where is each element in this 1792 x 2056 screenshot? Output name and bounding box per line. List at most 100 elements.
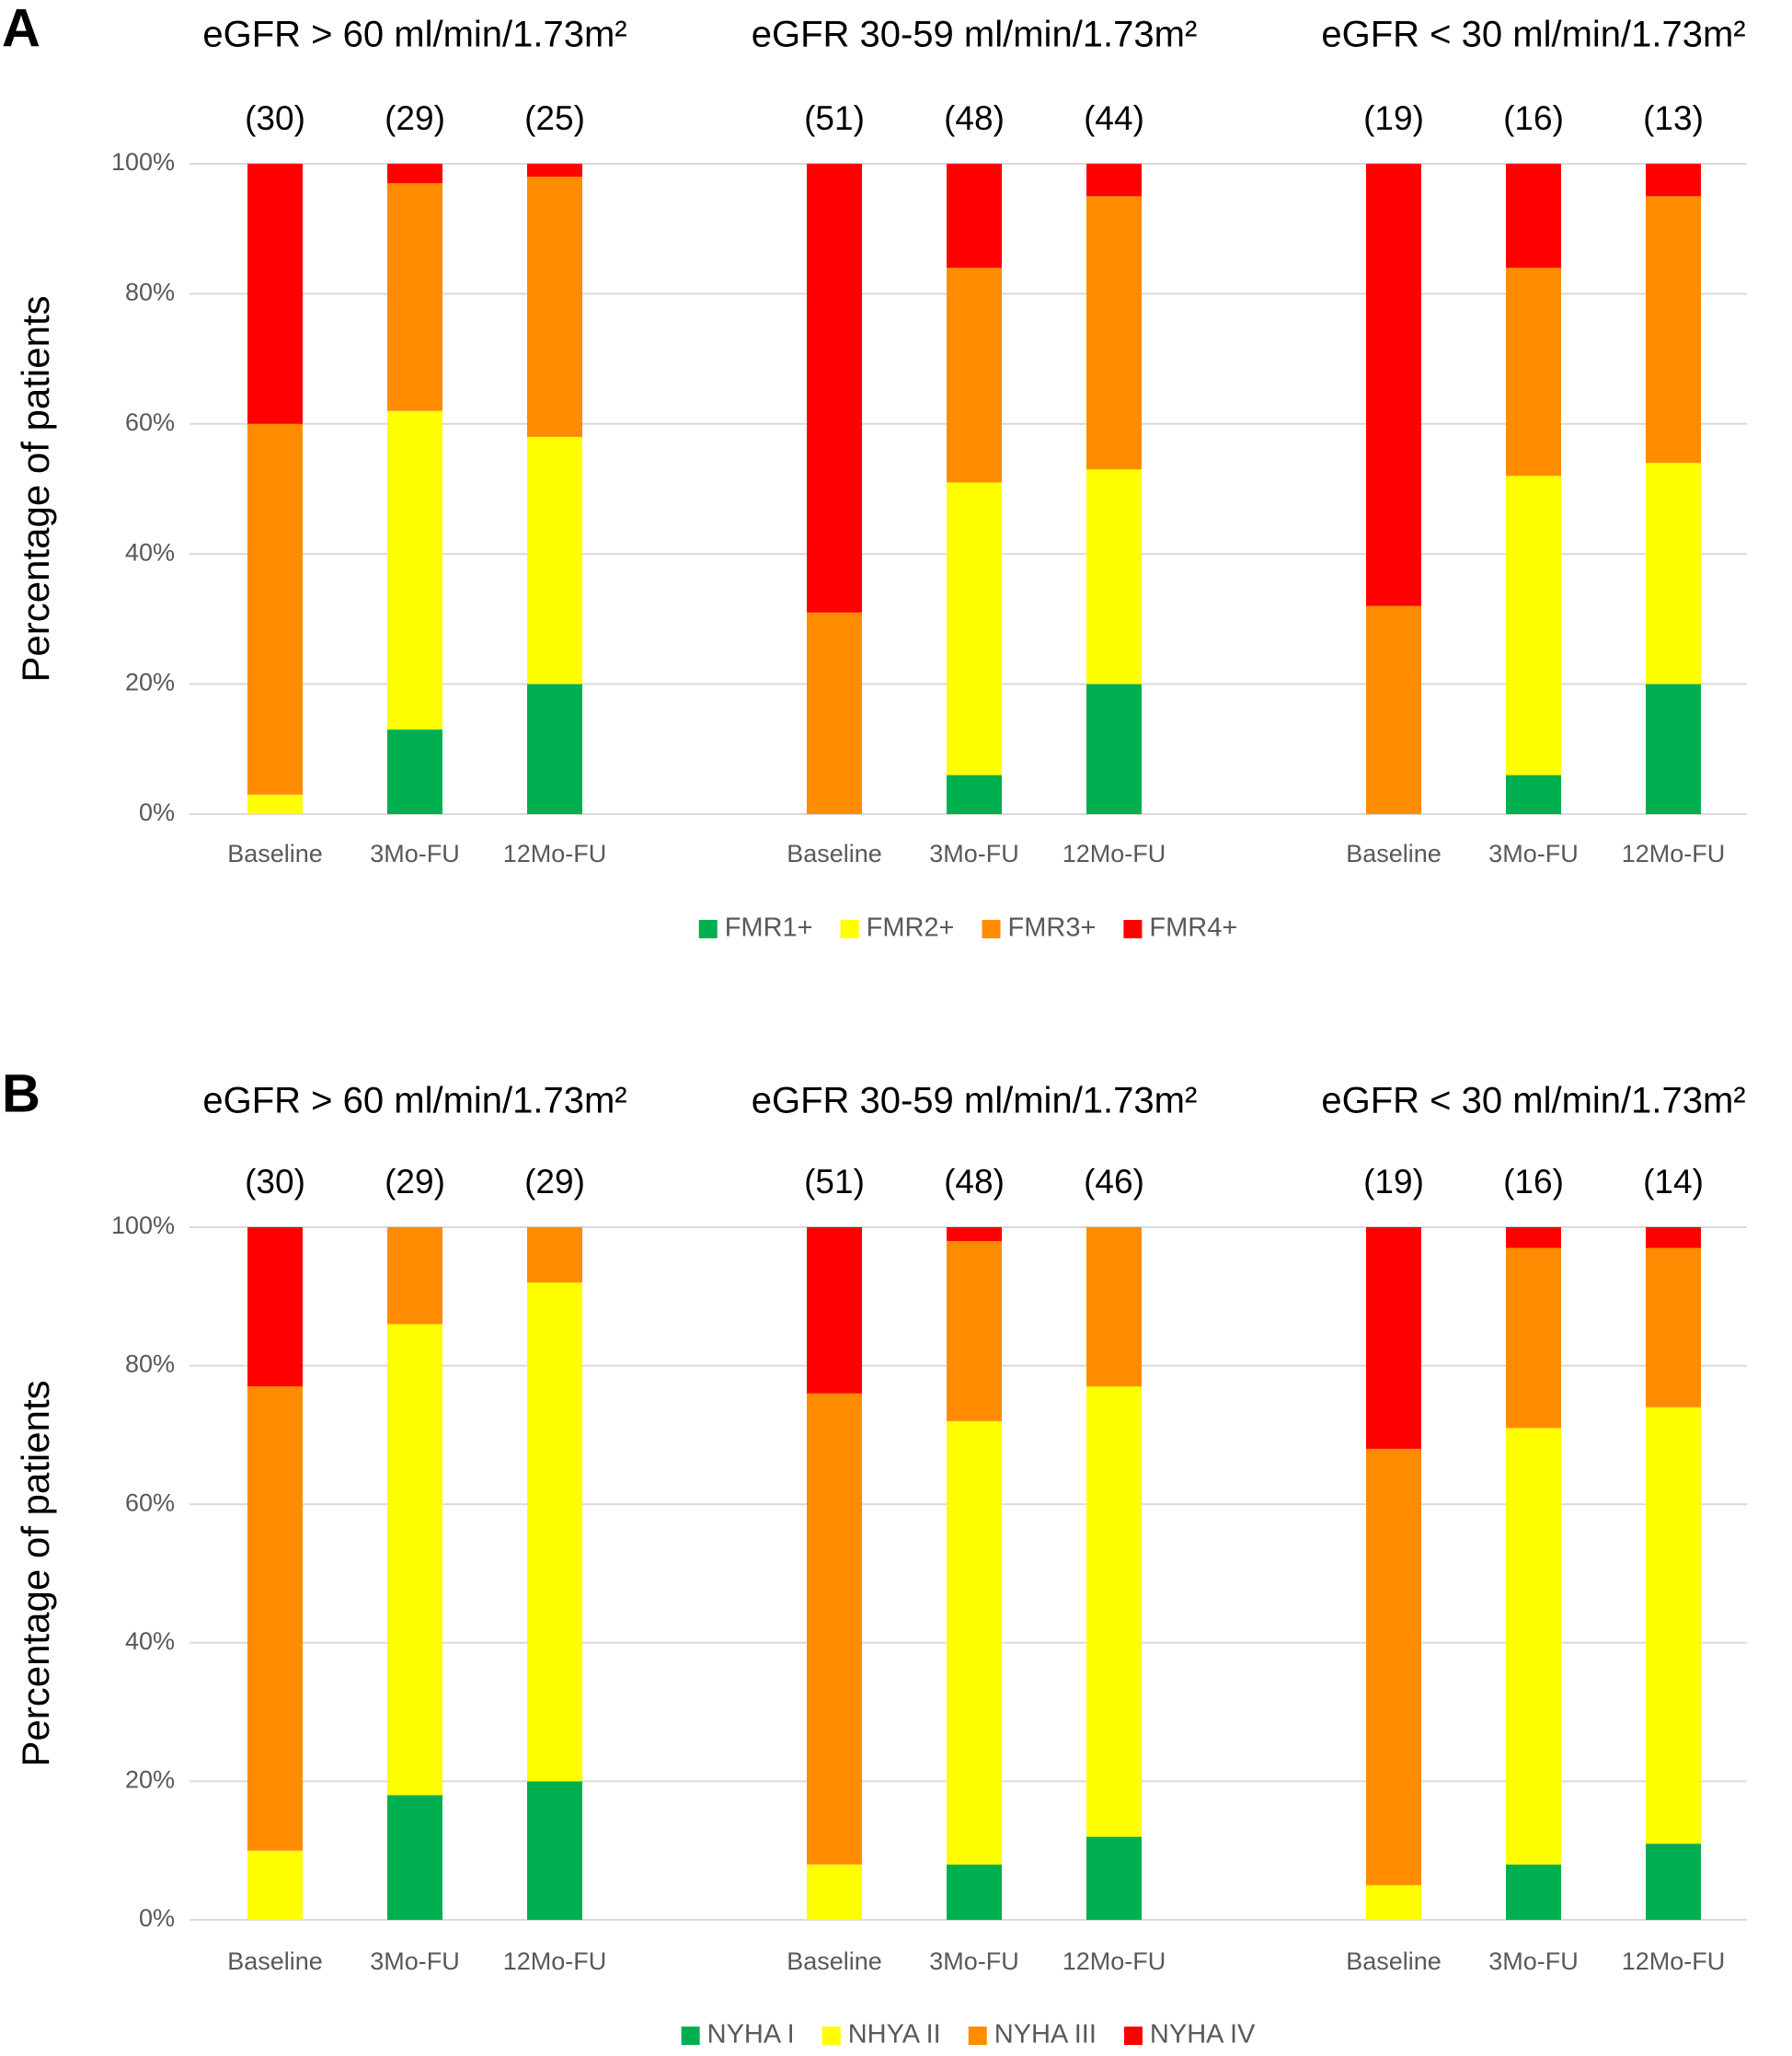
x-tick-label: 3Mo-FU xyxy=(929,840,1019,867)
bar-segment xyxy=(1086,469,1142,684)
y-tick-label: 80% xyxy=(125,1350,175,1378)
count-label: (30) xyxy=(245,1163,305,1200)
bar-segment xyxy=(947,775,1002,814)
y-tick-label: 20% xyxy=(125,669,175,696)
bar-segment xyxy=(947,1227,1002,1242)
bar-segment xyxy=(527,683,582,814)
bar-segment xyxy=(1086,164,1142,197)
legend-label: NYHA I xyxy=(707,2020,795,2050)
x-tick-label: Baseline xyxy=(227,1947,323,1975)
legend-label: FMR1+ xyxy=(725,913,813,943)
bar-segment xyxy=(247,164,303,424)
bar-segment xyxy=(387,729,442,814)
bar-segment xyxy=(1506,268,1561,477)
bar-segment xyxy=(1646,463,1701,684)
legend-swatch xyxy=(821,2027,841,2045)
group-title: eGFR > 60 ml/min/1.73m² xyxy=(202,1081,626,1121)
bar-segment xyxy=(247,1386,303,1851)
bar-segment xyxy=(1646,1227,1701,1248)
count-label: (29) xyxy=(524,1163,585,1200)
legend-swatch xyxy=(982,920,1001,938)
bar-segment xyxy=(1506,476,1561,775)
bar-segment xyxy=(1506,775,1561,814)
count-label: (46) xyxy=(1084,1163,1144,1200)
count-label: (44) xyxy=(1084,99,1144,137)
x-tick-label: Baseline xyxy=(787,1947,882,1975)
legend-swatch xyxy=(681,2027,700,2045)
bar-segment xyxy=(1366,164,1421,606)
bar-segment xyxy=(1506,1428,1561,1865)
bar-segment xyxy=(1646,196,1701,464)
group-title: eGFR 30-59 ml/min/1.73m² xyxy=(752,1081,1198,1121)
legend-label: FMR4+ xyxy=(1149,913,1237,943)
panel-label: B xyxy=(2,1063,40,1123)
bar-segment xyxy=(1506,1247,1561,1429)
y-axis-label: Percentage of patients xyxy=(14,295,57,682)
bar-segment xyxy=(527,164,582,178)
bar-segment xyxy=(1506,1864,1561,1920)
bar-segment xyxy=(947,268,1002,483)
x-tick-label: Baseline xyxy=(1346,1947,1442,1975)
x-tick-label: Baseline xyxy=(227,840,323,867)
count-label: (51) xyxy=(804,1163,865,1200)
group-title: eGFR 30-59 ml/min/1.73m² xyxy=(752,15,1198,55)
legend-swatch xyxy=(1123,2027,1143,2045)
bar-segment xyxy=(247,794,303,814)
legend-label: NYHA III xyxy=(994,2020,1097,2050)
legend-label: FMR3+ xyxy=(1008,913,1097,943)
group-title: eGFR > 60 ml/min/1.73m² xyxy=(202,15,626,55)
x-tick-label: 3Mo-FU xyxy=(1488,1947,1579,1975)
legend-label: NYHA IV xyxy=(1150,2020,1256,2050)
x-tick-label: 3Mo-FU xyxy=(370,840,460,867)
y-tick-label: 20% xyxy=(125,1766,175,1794)
bar-segment xyxy=(807,612,862,814)
bar-segment xyxy=(527,436,582,684)
bar-segment xyxy=(947,1420,1002,1865)
bar-segment xyxy=(1646,1844,1701,1920)
x-tick-label: 12Mo-FU xyxy=(1622,1947,1726,1975)
group-title: eGFR < 30 ml/min/1.73m² xyxy=(1321,15,1745,55)
y-tick-label: 40% xyxy=(125,538,175,566)
bar-segment xyxy=(1646,164,1701,197)
bar-segment xyxy=(1646,683,1701,814)
bar-segment xyxy=(1366,1885,1421,1920)
x-tick-label: Baseline xyxy=(1346,840,1442,867)
legend-label: FMR2+ xyxy=(867,913,955,943)
legend-swatch xyxy=(698,920,718,938)
bar-segment xyxy=(527,1781,582,1920)
x-tick-label: 3Mo-FU xyxy=(370,1947,460,1975)
legend-swatch xyxy=(1123,920,1143,938)
bar-segment xyxy=(527,1227,582,1283)
x-tick-label: 12Mo-FU xyxy=(1622,840,1726,867)
bar-segment xyxy=(807,164,862,613)
x-tick-label: Baseline xyxy=(787,840,882,867)
bar-segment xyxy=(247,1227,303,1387)
y-tick-label: 80% xyxy=(125,279,175,306)
x-tick-label: 12Mo-FU xyxy=(1063,840,1166,867)
bar-segment xyxy=(1086,196,1142,470)
count-label: (48) xyxy=(944,99,1005,137)
x-tick-label: 12Mo-FU xyxy=(1063,1947,1166,1975)
count-label: (29) xyxy=(385,99,445,137)
bar-segment xyxy=(247,1850,303,1920)
bar-segment xyxy=(387,1227,442,1325)
bar-segment xyxy=(387,1324,442,1796)
count-label: (51) xyxy=(804,99,865,137)
bar-segment xyxy=(947,1864,1002,1920)
count-label: (25) xyxy=(524,99,585,137)
count-label: (29) xyxy=(385,1163,445,1200)
panel-label: A xyxy=(2,0,40,58)
count-label: (16) xyxy=(1503,1163,1564,1200)
bar-segment xyxy=(1646,1247,1701,1407)
y-tick-label: 40% xyxy=(125,1627,175,1655)
legend-swatch xyxy=(968,2027,987,2045)
count-label: (48) xyxy=(944,1163,1005,1200)
bar-segment xyxy=(1506,1227,1561,1248)
bar-segment xyxy=(1366,1227,1421,1449)
group-title: eGFR < 30 ml/min/1.73m² xyxy=(1321,1081,1745,1121)
bar-segment xyxy=(1646,1407,1701,1844)
count-label: (30) xyxy=(245,99,305,137)
y-tick-label: 60% xyxy=(125,1488,175,1516)
x-tick-label: 12Mo-FU xyxy=(503,840,607,867)
